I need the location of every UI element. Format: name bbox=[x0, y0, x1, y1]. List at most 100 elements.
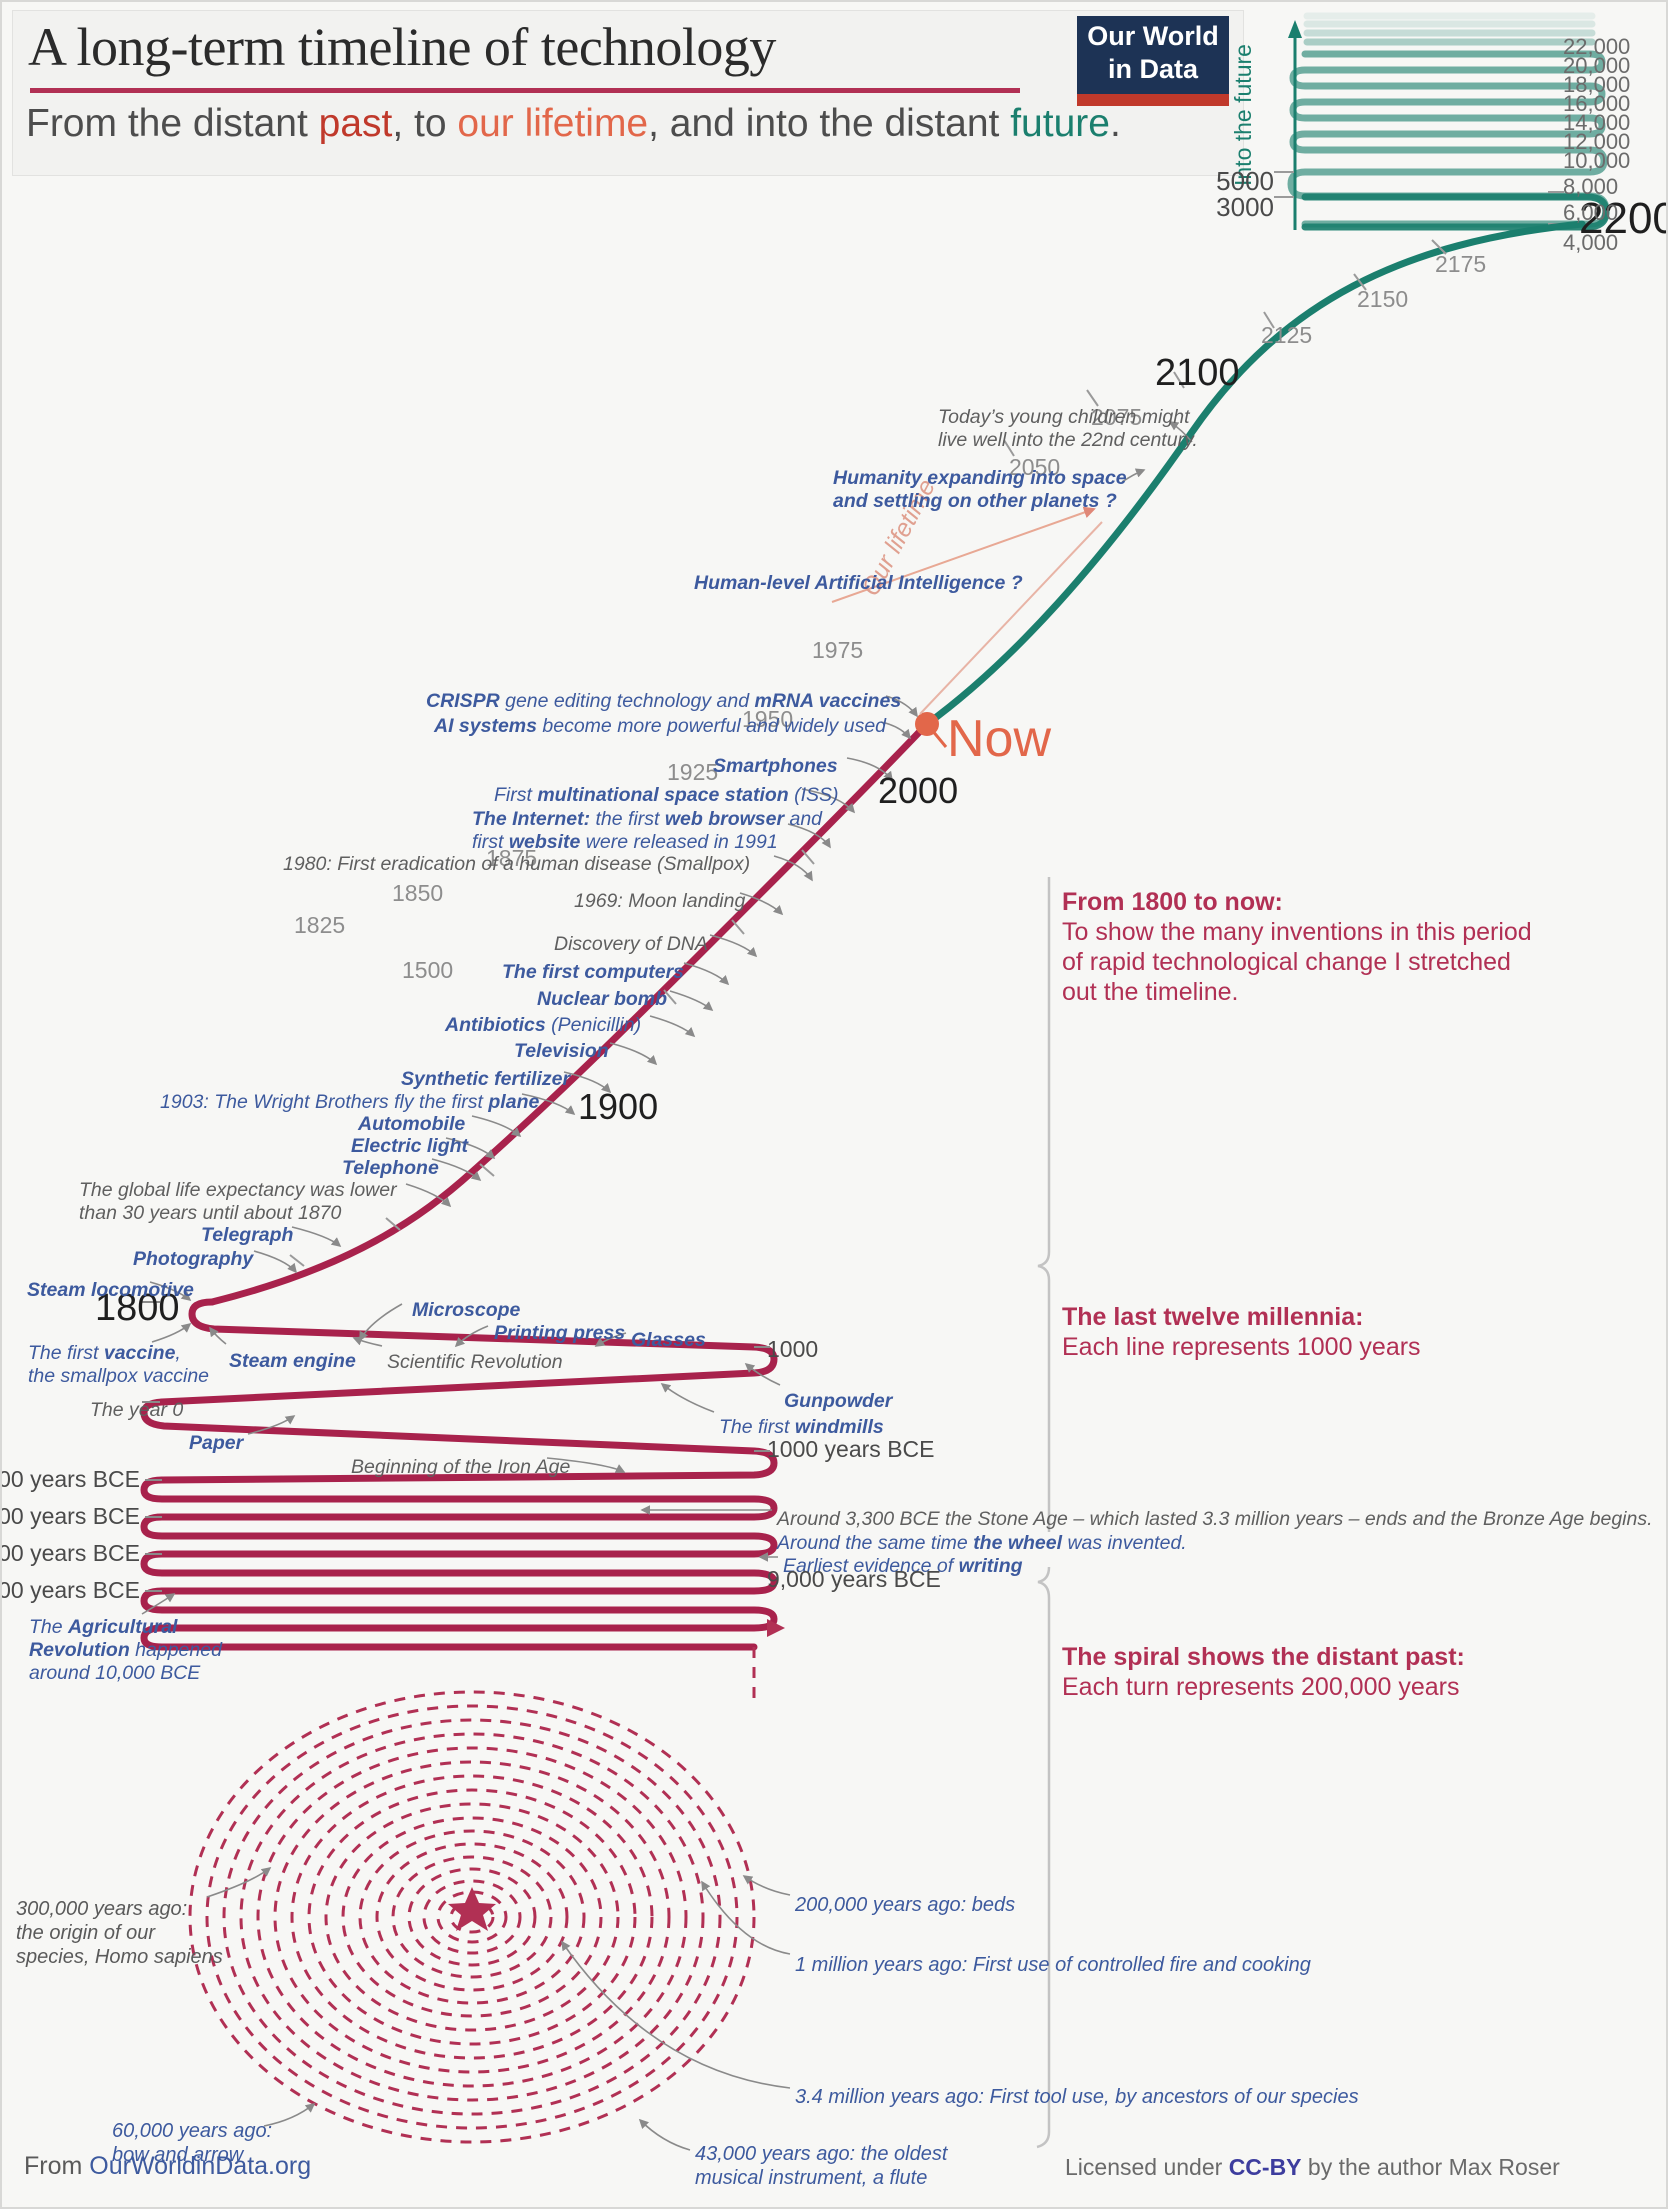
event-label-first-windmills: The first windmills bbox=[719, 1416, 884, 1438]
note-1800-to-now-body: To show the many inventions in this peri… bbox=[1062, 918, 1532, 1006]
event-label-smartphones: Smartphones bbox=[713, 755, 838, 777]
millennia-label-1000-years-BCE: 1000 years BCE bbox=[767, 1436, 935, 1462]
note-spiral: The spiral shows the distant past: Each t… bbox=[1062, 1642, 1465, 1702]
subtitle-future: future bbox=[1010, 102, 1110, 145]
millennia-label-6-000-years-BCE: 6,000 years BCE bbox=[0, 1540, 140, 1566]
future-curve-ticks bbox=[1003, 239, 1447, 457]
event-label-earliest-writing: Earliest evidence of writing bbox=[783, 1555, 1023, 1577]
note-1800-to-now: From 1800 to now: To show the many invent… bbox=[1062, 887, 1532, 1007]
license-suffix: by the author Max Roser bbox=[1301, 2154, 1560, 2180]
cc-by-link[interactable]: CC-BY bbox=[1228, 2154, 1302, 2180]
future-left-tick-marks bbox=[1274, 171, 1294, 198]
event-label-moon-landing: 1969: Moon landing bbox=[574, 890, 746, 912]
event-label-iss: First multinational space station (ISS) bbox=[494, 784, 839, 806]
past-curve-ticks bbox=[289, 849, 815, 1267]
future-serpentine bbox=[1287, 12, 1610, 231]
note-spiral-title: The spiral shows the distant past: bbox=[1062, 1643, 1465, 1671]
curve-year-2125: 2125 bbox=[1261, 322, 1313, 348]
event-label-paper: Paper bbox=[189, 1432, 244, 1454]
curve-year-2075: 2075 bbox=[1091, 404, 1143, 430]
curve-year-2150: 2150 bbox=[1357, 286, 1409, 312]
future-tick-22000: 22,000 bbox=[1563, 34, 1631, 59]
spiral-label-oldest-flute: 43,000 years ago: the oldest musical inst… bbox=[695, 2143, 948, 2189]
footer-prefix: From bbox=[24, 2152, 90, 2180]
event-label-first-vaccine: The first vaccine, the smallpox vaccine bbox=[28, 1342, 210, 1387]
millennia-tick-marks bbox=[140, 1301, 770, 1592]
event-label-humanity-space: Humanity expanding into space and settlin… bbox=[833, 467, 1127, 512]
subtitle-part-3: , and into the distant bbox=[648, 102, 1011, 145]
future-tick-6000: 6,000 bbox=[1563, 200, 1619, 225]
year-label-2200: 2200 bbox=[1579, 194, 1668, 243]
future-curve bbox=[923, 220, 1586, 728]
event-label-discovery-dna: Discovery of DNA bbox=[554, 933, 708, 955]
spiral-label-first-tool-use: 3.4 million years ago: First tool use, b… bbox=[795, 2086, 1359, 2108]
logo-line-1: Our World bbox=[1087, 21, 1219, 51]
curve-year-1825: 1825 bbox=[294, 912, 346, 938]
future-tick-12000: 12,000 bbox=[1563, 129, 1631, 154]
year-label-1800: 1800 bbox=[95, 1287, 180, 1329]
future-tick-16000: 16,000 bbox=[1563, 91, 1631, 116]
subtitle-part-1: From the distant bbox=[26, 102, 319, 145]
event-label-telephone: Telephone bbox=[342, 1157, 439, 1179]
subtitle-past: past bbox=[318, 102, 393, 145]
future-tick-14000: 14,000 bbox=[1563, 110, 1631, 135]
event-label-antibiotics: Antibiotics (Penicillin) bbox=[445, 1014, 642, 1036]
our-lifetime-guide bbox=[919, 521, 1103, 715]
footer-source[interactable]: From OurWorldinData.org bbox=[24, 2152, 311, 2181]
spiral-label-origin-homo-sapiens: 300,000 years ago: the origin of our speci… bbox=[16, 1898, 223, 1968]
curve-year-2175: 2175 bbox=[1435, 251, 1487, 277]
curve-year-1500: 1500 bbox=[402, 957, 454, 983]
event-label-internet: The Internet: the first web browser and f… bbox=[472, 808, 823, 853]
event-label-human-level-ai: Human-level Artificial Intelligence ? bbox=[694, 572, 1023, 594]
note-twelve-millennia: The last twelve millennia: Each line repr… bbox=[1062, 1302, 1421, 1362]
license-prefix: Licensed under bbox=[1065, 2154, 1229, 2180]
note-twelve-millennia-title: The last twelve millennia: bbox=[1062, 1303, 1364, 1331]
event-label-microscope: Microscope bbox=[412, 1299, 521, 1321]
title-underline bbox=[30, 88, 1020, 93]
header-panel bbox=[12, 10, 1244, 176]
event-label-crispr-mrna: CRISPR gene editing technology and mRNA … bbox=[426, 690, 902, 712]
future-left-tick-5000: 5000 bbox=[1216, 166, 1274, 196]
event-label-the-wheel: Around the same time the wheel was inven… bbox=[777, 1532, 1187, 1554]
note-spiral-body: Each turn represents 200,000 years bbox=[1062, 1673, 1460, 1701]
ai-arrow bbox=[831, 506, 1096, 603]
millennia-label-1000: 1000 bbox=[767, 1336, 819, 1362]
year-label-2000: 2000 bbox=[878, 770, 959, 811]
event-label-automobile: Automobile bbox=[358, 1113, 466, 1135]
event-label-steam-engine: Steam engine bbox=[229, 1350, 356, 1372]
curve-year-1850: 1850 bbox=[392, 880, 444, 906]
curve-year-1975: 1975 bbox=[812, 637, 864, 663]
page-title: A long-term timeline of technology bbox=[28, 17, 776, 77]
event-label-wright-brothers: 1903: The Wright Brothers fly the first … bbox=[160, 1091, 540, 1113]
future-left-tick-3000: 3000 bbox=[1216, 192, 1274, 222]
millennia-label-9-000-years-BCE: 9,000 years BCE bbox=[767, 1566, 941, 1592]
event-label-electric-light: Electric light bbox=[351, 1135, 469, 1157]
now-leader bbox=[925, 723, 948, 748]
event-label-photography: Photography bbox=[133, 1248, 254, 1270]
curve-year-1925: 1925 bbox=[667, 759, 719, 785]
year-label-1900: 1900 bbox=[578, 1086, 659, 1127]
subtitle-part-2: , to bbox=[392, 102, 458, 145]
now-label: Now bbox=[947, 710, 1052, 768]
millennia-label-2-000-years-BCE: 2,000 years BCE bbox=[0, 1466, 140, 1492]
event-label-life-expectancy: The global life expectancy was lower than… bbox=[79, 1179, 397, 1224]
event-leader-lines bbox=[141, 421, 1193, 2151]
subtitle-lifetime: our lifetime bbox=[457, 102, 649, 145]
owid-link[interactable]: OurWorldinData.org bbox=[89, 2152, 312, 2180]
note-twelve-millennia-body: Each line represents 1000 years bbox=[1062, 1333, 1421, 1361]
event-label-printing-press: Printing press bbox=[494, 1322, 626, 1344]
spiral-label-bow-and-arrow: 60,000 years ago: bow and arrow bbox=[112, 2120, 273, 2166]
distant-past-spiral bbox=[188, 1647, 756, 2144]
our-world-in-data-logo[interactable]: Our World in Data bbox=[1077, 16, 1229, 94]
note-1800-to-now-title: From 1800 to now: bbox=[1062, 888, 1283, 916]
future-tick-8000: 8,000 bbox=[1563, 174, 1619, 199]
event-label-smallpox-eradication: 1980: First eradication of a human disea… bbox=[283, 853, 751, 875]
curve-year-1950: 1950 bbox=[742, 706, 794, 732]
event-label-first-computers: The first computers bbox=[502, 961, 685, 983]
page-subtitle: From the distant past, to our lifetime, … bbox=[26, 102, 1121, 146]
future-tick-20000: 20,000 bbox=[1563, 53, 1631, 78]
footer-license: Licensed under CC-BY by the author Max R… bbox=[1065, 2154, 1560, 2181]
curve-year-1875: 1875 bbox=[486, 845, 538, 871]
spiral-center-star bbox=[448, 1887, 496, 1931]
